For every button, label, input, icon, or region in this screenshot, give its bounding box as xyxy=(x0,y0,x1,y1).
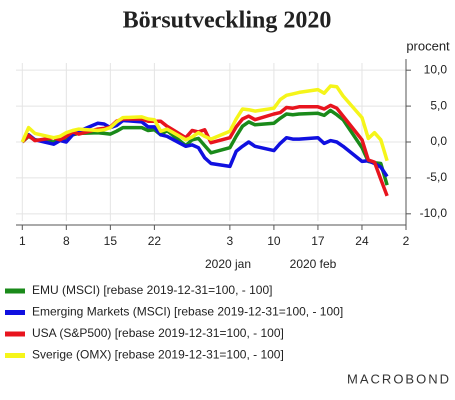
series-line xyxy=(21,103,389,197)
chart-title: Börsutveckling 2020 xyxy=(123,8,332,34)
x-tick-label: 3 xyxy=(227,234,234,248)
y-tick-label: -5,0 xyxy=(426,170,447,184)
x-tick-label: 8 xyxy=(63,234,70,248)
y-tick-label: 10,0 xyxy=(424,62,448,76)
logo: MACROBOND xyxy=(347,371,451,386)
y-tick-label: 0,0 xyxy=(430,134,447,148)
legend-label: USA (S&P500) [rebase 2019-12-31=100, - 1… xyxy=(32,326,284,340)
x-tick-label: 2 xyxy=(403,234,410,248)
series-line xyxy=(20,84,389,162)
y-tick-label: 5,0 xyxy=(430,98,447,112)
x-tick-label: 17 xyxy=(311,234,325,248)
series-line xyxy=(21,108,389,186)
x-tick-label: 1 xyxy=(19,234,26,248)
y-tick-label: -10,0 xyxy=(420,206,448,220)
legend-label: Sverige (OMX) [rebase 2019-12-31=100, - … xyxy=(32,348,284,362)
series-line xyxy=(20,118,389,178)
x-tick-label: 10 xyxy=(267,234,281,248)
legend-label: Emerging Markets (MSCI) [rebase 2019-12-… xyxy=(32,305,343,319)
month-label: 2020 feb xyxy=(290,257,337,271)
x-tick-label: 15 xyxy=(104,234,118,248)
y-unit-label: procent xyxy=(406,38,450,53)
x-tick-label: 22 xyxy=(148,234,162,248)
month-label: 2020 jan xyxy=(205,257,251,271)
legend-label: EMU (MSCI) [rebase 2019-12-31=100, - 100… xyxy=(32,283,272,297)
x-tick-label: 24 xyxy=(355,234,369,248)
